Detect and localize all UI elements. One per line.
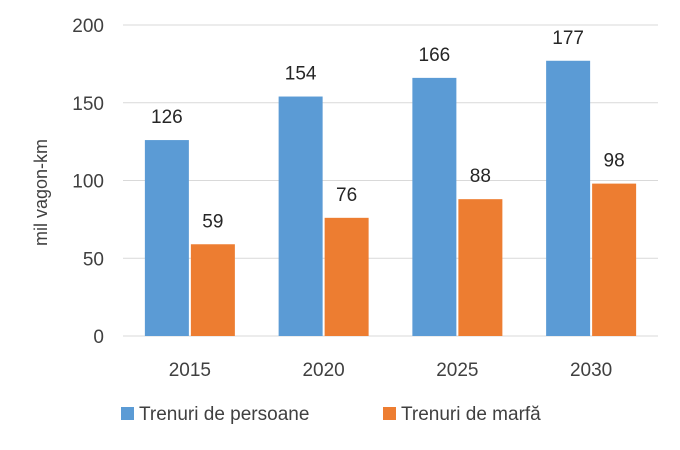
y-tick-label: 100	[72, 172, 104, 193]
x-tick-label: 2015	[169, 360, 211, 381]
data-label: 154	[285, 64, 317, 85]
bar-marfa-2030	[592, 183, 637, 336]
legend: Trenuri de persoane Trenuri de marfă	[121, 404, 541, 425]
y-axis-title: mil vagon-km	[31, 139, 51, 246]
y-tick-label: 50	[83, 249, 104, 270]
data-label: 98	[604, 151, 625, 172]
data-label: 76	[336, 185, 357, 206]
bar-marfa-2015	[190, 244, 235, 336]
bar-marfa-2025	[458, 199, 503, 336]
data-label: 88	[470, 166, 491, 187]
bar-persoane-2015	[144, 140, 189, 336]
legend-label: Trenuri de persoane	[139, 404, 309, 425]
data-label: 177	[552, 28, 584, 49]
x-axis-ticks: 2015 2020 2025 2030	[169, 360, 613, 381]
x-tick-label: 2030	[570, 360, 612, 381]
data-label: 59	[202, 211, 223, 232]
bar-marfa-2020	[324, 217, 369, 336]
y-axis-ticks: 0 50 100 150 200	[72, 16, 104, 348]
x-tick-label: 2020	[302, 360, 344, 381]
y-tick-label: 150	[72, 94, 104, 115]
x-tick-label: 2025	[436, 360, 478, 381]
data-label: 126	[151, 107, 183, 128]
legend-swatch	[383, 407, 396, 420]
bar-persoane-2030	[546, 60, 591, 336]
bars	[144, 60, 637, 337]
data-labels: 126 59 154 76 166 88 177 98	[151, 28, 625, 232]
bar-persoane-2020	[278, 96, 323, 336]
legend-label: Trenuri de marfă	[401, 404, 541, 425]
data-label: 166	[419, 45, 451, 66]
legend-swatch	[121, 407, 134, 420]
bar-persoane-2025	[412, 77, 457, 337]
y-tick-label: 200	[72, 16, 104, 37]
y-tick-label: 0	[93, 327, 104, 348]
